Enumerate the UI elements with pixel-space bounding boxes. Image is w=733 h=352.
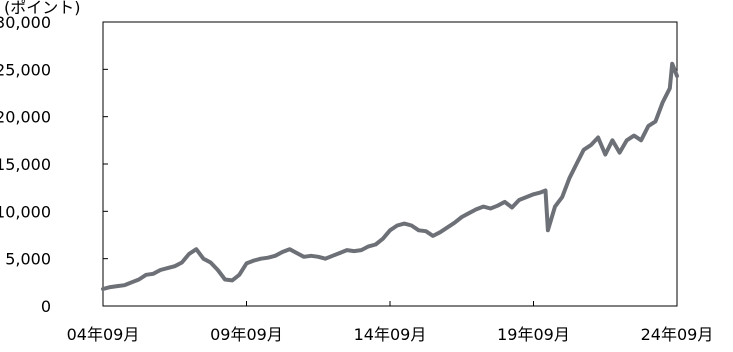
y-unit-label: (ポイント)	[4, 0, 81, 17]
x-tick-label: 09年09月	[210, 325, 283, 344]
y-tick-label: 10,000	[0, 202, 51, 221]
x-axis-tick-labels: 04年09月 09年09月 14年09月 19年09月 24年09月	[67, 325, 714, 344]
x-tick-label: 19年09月	[497, 325, 570, 344]
x-tick-label: 14年09月	[354, 325, 427, 344]
y-axis-tick-labels: 0 5,000 10,000 15,000 20,000 25,000 30,000	[0, 13, 51, 316]
y-tick-label: 5,000	[5, 250, 51, 269]
plot-area-frame	[102, 21, 678, 307]
y-tick-label: 15,000	[0, 155, 51, 174]
x-axis-ticks	[102, 301, 678, 306]
y-tick-label: 20,000	[0, 108, 51, 127]
series-line	[101, 61, 679, 291]
x-tick-label: 04年09月	[67, 325, 140, 344]
y-tick-label: 30,000	[0, 13, 51, 32]
x-tick-label: 24年09月	[641, 325, 714, 344]
y-tick-label: 0	[41, 297, 51, 316]
y-axis-ticks	[103, 21, 108, 307]
y-tick-label: 25,000	[0, 60, 51, 79]
